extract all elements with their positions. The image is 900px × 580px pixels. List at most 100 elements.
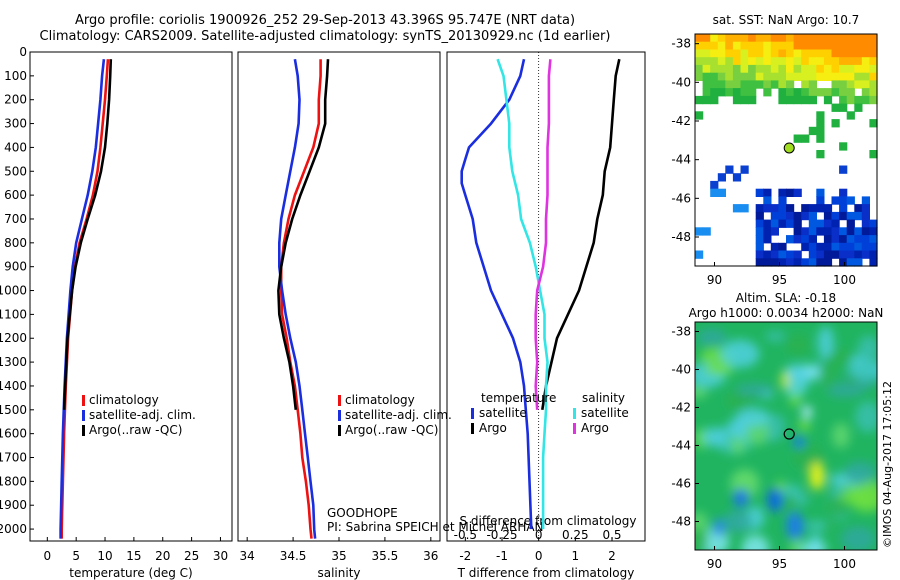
plot-title-line2: Climatology: CARS2009. Satellite-adjuste… [39, 29, 611, 44]
depth-tick-label-1: 100 [4, 69, 27, 83]
sst-cell [793, 235, 802, 244]
sst-cell [854, 204, 863, 213]
difference-legend-swatch-2 [573, 408, 576, 419]
sst-cell [732, 64, 742, 74]
sst-cell [869, 80, 878, 89]
sst-cell [839, 196, 848, 205]
sst-cell [695, 64, 704, 74]
sst-cell [823, 227, 833, 236]
t-difference-x-tick-label-4: 2 [608, 549, 616, 563]
sst-cell [831, 211, 840, 221]
sst-cell [861, 72, 870, 81]
sst-cell [823, 204, 833, 213]
sst-cell [861, 204, 870, 213]
salinity-x-tick-label-3: 35.5 [372, 549, 399, 563]
difference-legend-label-0: satellite [479, 406, 527, 420]
sst-cell [793, 95, 802, 105]
sst-cell [755, 188, 764, 197]
temperature-series-1 [59, 59, 106, 539]
sst-cell [755, 49, 764, 58]
sst-map-lon-tick-label-2: 100 [833, 273, 856, 287]
sst-cell [823, 219, 833, 228]
sst-cell [846, 250, 855, 259]
altimetry-map-field [695, 322, 877, 550]
sst-cell [717, 34, 726, 43]
altimetry-map-lat-tick-label-5: -48 [671, 515, 691, 529]
altimetry-blob [857, 335, 877, 363]
sst-cell [763, 57, 772, 66]
sst-cell [786, 188, 795, 197]
altimetry-blob [695, 386, 708, 399]
sst-cell [786, 235, 795, 244]
sst-cell [755, 235, 764, 244]
altimetry-blob [720, 339, 760, 368]
sst-cell [778, 242, 787, 252]
sst-cell [823, 88, 833, 97]
altimetry-feature-4 [793, 436, 805, 448]
sst-cell [861, 88, 870, 97]
sst-cell [808, 250, 817, 259]
sst-cell [831, 227, 840, 236]
sst-cell [861, 80, 870, 89]
sst-cell [839, 204, 848, 213]
sst-cell [823, 64, 833, 74]
sst-cell [763, 219, 772, 228]
temperature-x-tick-label-5: 25 [184, 549, 199, 563]
t-difference-axis-label: T difference from climatology [457, 566, 635, 580]
sst-cell [748, 72, 757, 81]
sst-cell [823, 258, 833, 267]
salinity-legend-title: salinity [582, 391, 625, 405]
sst-cell [869, 242, 878, 252]
sst-cell [740, 88, 749, 97]
temperature-x-tick-label-0: 0 [43, 549, 51, 563]
salinity-x-axis-label: salinity [317, 566, 360, 580]
sst-cell [839, 103, 848, 112]
altimetry-blob [695, 527, 708, 550]
sst-cell [793, 64, 802, 74]
sst-cell [816, 188, 825, 197]
sst-cell [861, 227, 870, 236]
sst-cell [748, 41, 757, 50]
sst-cell [725, 165, 734, 174]
sst-cell [740, 80, 749, 89]
sst-cell [725, 64, 734, 74]
sst-cell [854, 34, 863, 43]
sst-cell [801, 64, 810, 74]
sst-cell [755, 258, 764, 267]
altimetry-map-title-line1: Altim. SLA: -0.18 [736, 291, 836, 305]
salinity-x-tick-label-1: 34.5 [280, 549, 307, 563]
sst-cell [846, 242, 855, 252]
sst-cell [839, 72, 848, 81]
sst-cell [839, 227, 848, 236]
altimetry-blob [799, 542, 828, 550]
sst-cell [831, 64, 840, 74]
sst-cell [816, 64, 825, 74]
altimetry-feature-6 [781, 371, 789, 389]
sst-cell [839, 80, 848, 89]
sst-cell [808, 126, 817, 136]
sst-cell [854, 250, 863, 259]
salinity-legend-swatch-1 [338, 410, 341, 421]
difference-legend-swatch-1 [471, 423, 474, 434]
sst-cell [846, 34, 855, 43]
sst-cell [839, 258, 848, 267]
sst-cell [808, 80, 817, 89]
sst-cell [763, 64, 772, 74]
depth-tick-label-15: 1500 [0, 403, 27, 417]
sst-cell [869, 219, 878, 228]
sst-cell [763, 72, 772, 81]
sst-cell [695, 227, 704, 236]
sst-cell [846, 64, 855, 74]
altimetry-map-lat-tick-label-0: -38 [671, 325, 691, 339]
sst-cell [869, 57, 878, 66]
sst-cell [816, 49, 825, 58]
plot-title-line1: Argo profile: coriolis 1900926_252 29-Se… [74, 13, 576, 28]
sst-cell [710, 34, 719, 43]
sst-cell [778, 250, 787, 259]
sst-cell [732, 49, 742, 58]
sst-cell [861, 57, 870, 66]
sst-cell [854, 80, 863, 89]
salinity-x-tick-label-0: 34 [240, 549, 255, 563]
s-difference-tick-label-4: 0.5 [602, 528, 621, 542]
sst-cell [695, 57, 704, 66]
